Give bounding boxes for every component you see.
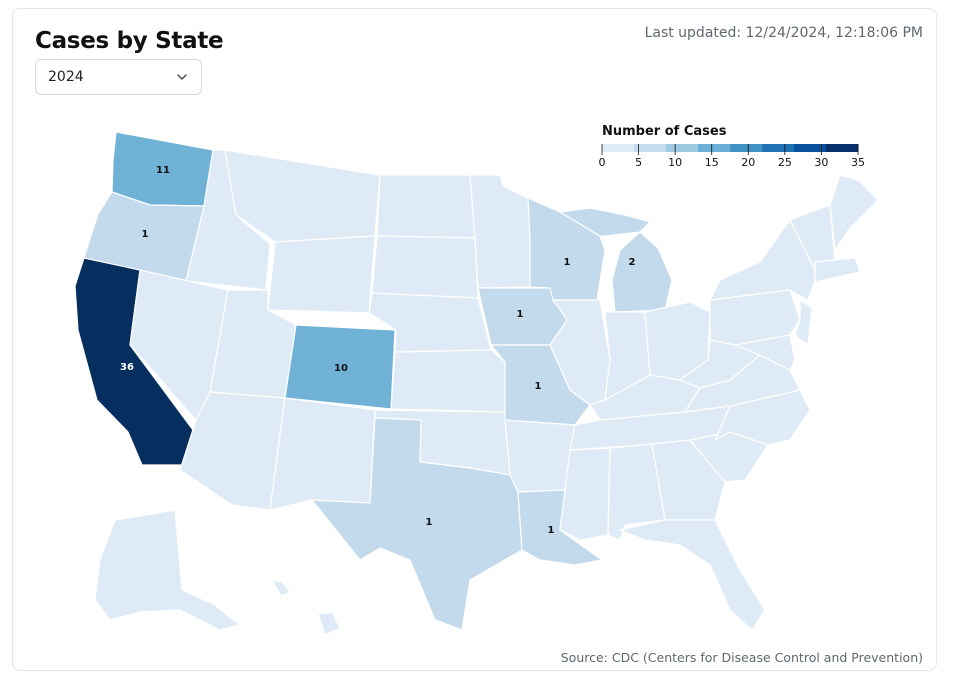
state-HI[interactable] bbox=[317, 611, 341, 636]
state-GA[interactable] bbox=[651, 439, 726, 521]
legend-swatch bbox=[634, 144, 667, 152]
legend-tick-label: 35 bbox=[851, 156, 865, 169]
legend-tick-label: 5 bbox=[635, 156, 642, 169]
state-KS[interactable] bbox=[390, 349, 506, 413]
state-value-OR: 1 bbox=[142, 229, 149, 240]
year-select[interactable]: 2024 bbox=[35, 59, 202, 95]
chevron-down-icon bbox=[177, 74, 187, 80]
legend-tick-label: 0 bbox=[599, 156, 606, 169]
state-value-IA: 1 bbox=[517, 309, 524, 320]
legend-tick-label: 20 bbox=[741, 156, 755, 169]
state-value-MO: 1 bbox=[535, 381, 542, 392]
state-value-CA: 36 bbox=[120, 362, 134, 373]
legend-swatch bbox=[794, 144, 827, 152]
last-updated-timestamp: Last updated: 12/24/2024, 12:18:06 PM bbox=[644, 25, 923, 41]
color-legend: Number of Cases 0 5 10 15 20 25 30 35 bbox=[599, 124, 866, 169]
legend-swatch bbox=[826, 144, 859, 152]
legend-tick-label: 10 bbox=[668, 156, 682, 169]
state-ND[interactable] bbox=[376, 174, 476, 239]
legend-tick-label: 30 bbox=[814, 156, 828, 169]
legend-swatch bbox=[698, 144, 731, 152]
state-value-LA: 1 bbox=[548, 525, 555, 536]
state-NJ[interactable] bbox=[794, 299, 813, 346]
state-SD[interactable] bbox=[371, 235, 479, 299]
state-value-WI: 1 bbox=[564, 257, 571, 268]
state-AK[interactable] bbox=[94, 509, 241, 631]
state-value-TX: 1 bbox=[426, 517, 433, 528]
state-NM[interactable] bbox=[269, 397, 376, 511]
legend-tick-label: 25 bbox=[778, 156, 792, 169]
legend-title: Number of Cases bbox=[602, 124, 727, 139]
legend-swatch bbox=[602, 144, 635, 152]
state-HI-islands[interactable] bbox=[271, 579, 291, 597]
state-value-WA: 11 bbox=[156, 165, 170, 176]
state-MI[interactable] bbox=[611, 231, 673, 313]
state-MI-upper[interactable] bbox=[559, 207, 651, 237]
source-note: Source: CDC (Centers for Disease Control… bbox=[560, 650, 923, 665]
legend-swatch bbox=[666, 144, 699, 152]
state-TX[interactable] bbox=[311, 417, 523, 631]
state-value-CO: 10 bbox=[334, 363, 348, 374]
legend-tick-label: 15 bbox=[705, 156, 719, 169]
page-title: Cases by State bbox=[35, 28, 224, 54]
legend-swatch bbox=[762, 144, 795, 152]
state-AR[interactable] bbox=[504, 419, 576, 493]
state-ME[interactable] bbox=[829, 174, 879, 251]
legend-swatch bbox=[730, 144, 763, 152]
state-value-MI: 2 bbox=[629, 257, 636, 268]
state-MD[interactable] bbox=[734, 334, 796, 371]
state-MA-CT-RI[interactable] bbox=[814, 257, 861, 283]
state-WY[interactable] bbox=[267, 235, 376, 314]
year-select-value: 2024 bbox=[48, 69, 84, 85]
state-FL[interactable] bbox=[619, 519, 766, 631]
